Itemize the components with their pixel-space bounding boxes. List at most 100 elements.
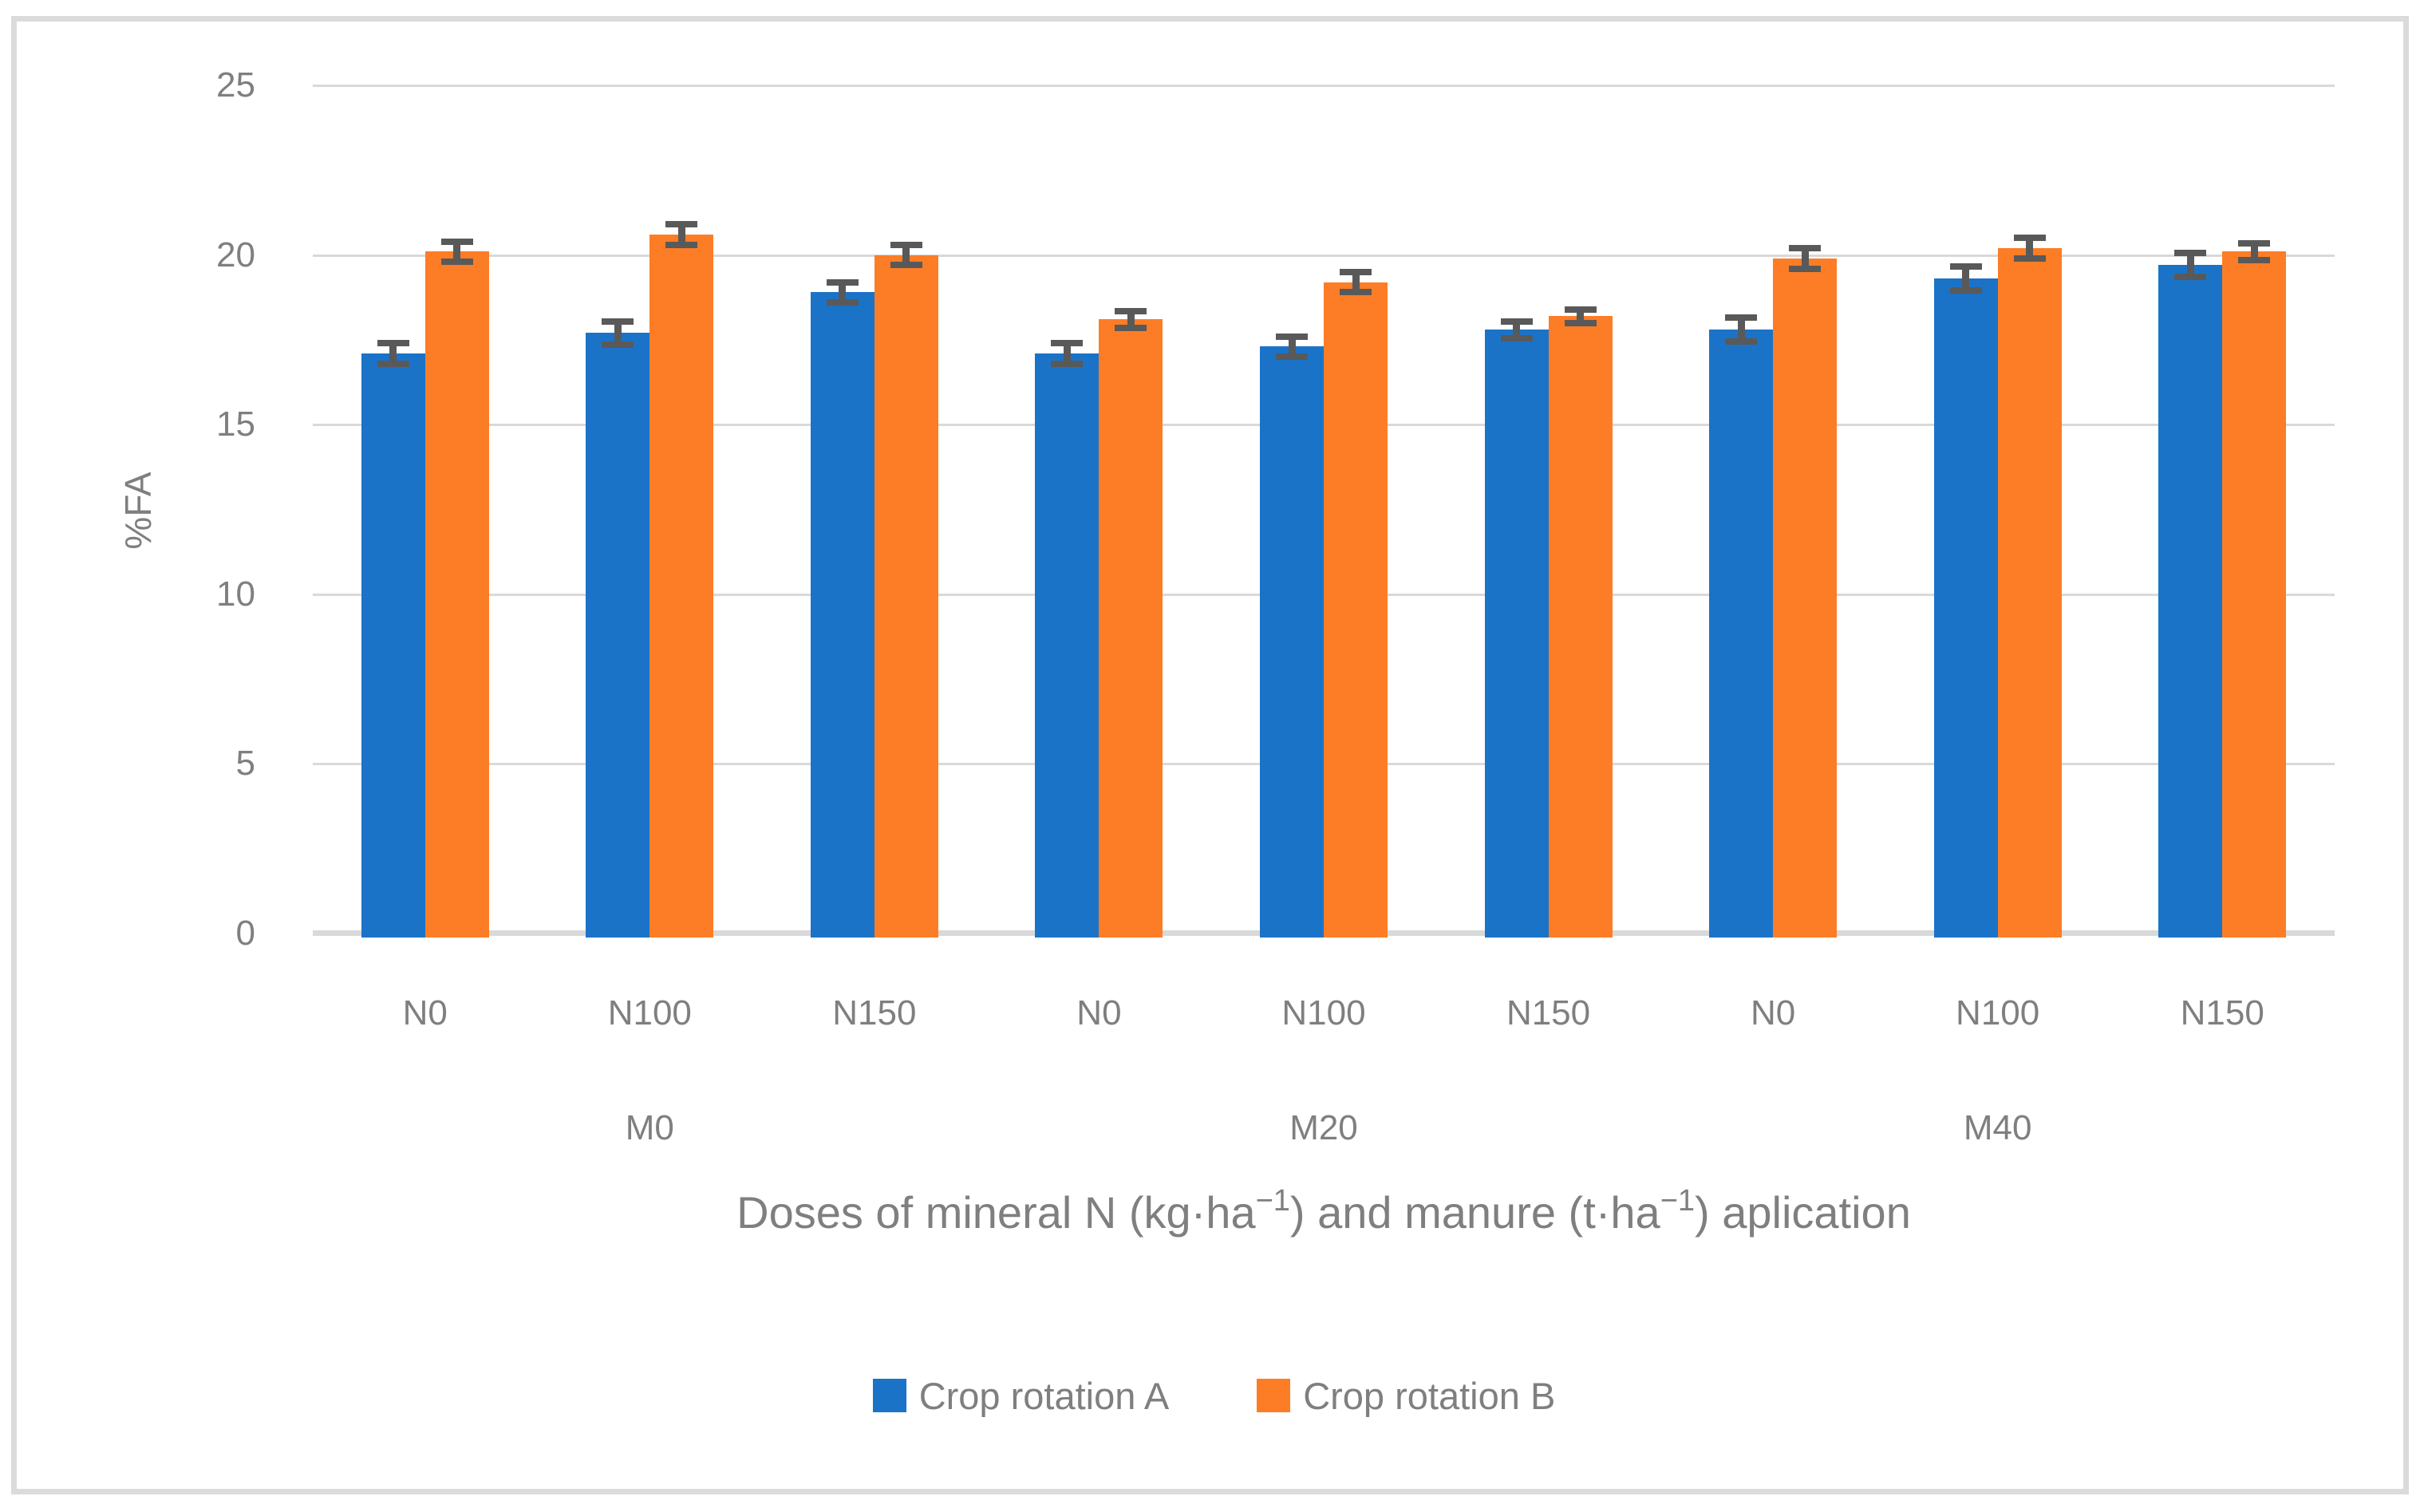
legend-item-crop-rotation-a: Crop rotation A [872,1374,1170,1417]
bar-crop-rotation-b-N150-8 [2222,251,2287,938]
error-bar-cap-top [1789,245,1822,252]
error-bar-cap-bottom [665,241,698,248]
y-tick-label: 15 [216,405,255,444]
error-bar-stem [902,244,910,266]
bar-crop-rotation-b-N0-3 [1099,319,1163,938]
error-bar-cap-top [1115,307,1147,314]
bar-crop-rotation-b-N100-4 [1324,282,1388,938]
error-bar-cap-bottom [1949,287,1982,294]
error-bar-cap-bottom [890,262,922,269]
legend-swatch-icon [872,1379,906,1412]
error-bar-stem [453,241,461,263]
y-tick-label: 25 [216,65,255,105]
error-bar-cap-bottom [1725,338,1758,345]
error-bar-stem [839,282,847,303]
y-tick-label: 5 [235,744,255,784]
error-bar-cap-top [890,241,922,248]
bar-crop-rotation-b-N100-7 [1997,248,2062,938]
y-tick-label: 10 [216,574,255,614]
x-group-label-M20: M20 [1289,1108,1358,1147]
error-bar-cap-bottom [377,360,409,367]
error-bar-stem [1063,343,1071,364]
bar-crop-rotation-a-N0-3 [1035,353,1100,938]
error-bar-cap-top [826,278,859,286]
error-bar-cap-bottom [2013,255,2046,262]
error-bar-cap-top [1564,306,1597,313]
error-bar-cap-bottom [1051,360,1084,367]
error-bar-cap-top [2013,235,2046,242]
error-bar-cap-bottom [2174,274,2207,281]
error-bar-cap-bottom [1276,353,1308,361]
legend: Crop rotation A Crop rotation B [0,1369,2428,1422]
error-bar-cap-bottom [1789,265,1822,272]
bar-crop-rotation-b-N0-0 [424,251,489,938]
error-bar-stem [1737,318,1745,341]
error-bar-cap-top [1725,314,1758,322]
bar-crop-rotation-a-N100-7 [1933,278,1998,938]
bar-crop-rotation-b-N150-2 [874,255,938,938]
error-bar-cap-top [2174,250,2207,257]
error-bar-cap-top [665,221,698,228]
x-tick-label-N100-7: N100 [1956,993,2040,1032]
error-bar-cap-top [377,340,409,347]
error-bar-stem [614,321,622,345]
error-bar-stem [1288,336,1296,357]
error-bar-stem [1801,248,1809,269]
x-group-label-M0: M0 [625,1108,674,1147]
error-bar-cap-top [1949,263,1982,270]
bar-crop-rotation-a-N150-5 [1484,330,1549,938]
x-tick-label-N0-6: N0 [1750,993,1796,1032]
error-bar-cap-bottom [1340,289,1372,296]
error-bar-cap-bottom [826,299,859,306]
error-bar-stem [2186,253,2194,278]
error-bar-cap-bottom [440,259,473,266]
error-bar-cap-top [2238,239,2271,247]
error-bar-stem [1962,266,1970,291]
x-tick-label-N100-1: N100 [607,993,692,1032]
error-bar-cap-bottom [1115,325,1147,332]
error-bar-cap-bottom [1500,334,1533,341]
error-bar-stem [2026,238,2034,259]
x-axis-title: Doses of mineral N (kg·ha−1) and manure … [313,1181,2335,1245]
error-bar-stem [1352,271,1360,293]
legend-label: Crop rotation B [1303,1374,1556,1417]
error-bar-cap-bottom [602,341,634,349]
superscript-exponent: −1 [1660,1184,1696,1218]
x-tick-label-N0-3: N0 [1076,993,1122,1032]
error-bar-cap-top [1276,333,1308,340]
error-bar-cap-top [1051,340,1084,347]
legend-swatch-icon [1257,1379,1291,1412]
error-bar-stem [1577,309,1585,323]
bar-crop-rotation-b-N100-1 [649,235,714,938]
error-bar-stem [389,343,397,364]
error-bar-stem [1513,321,1521,338]
bar-crop-rotation-a-N0-0 [361,353,425,938]
x-axis-title-text: Doses of mineral N (kg·ha [736,1187,1256,1238]
gridline-y-25 [313,85,2335,87]
bar-crop-rotation-b-N150-5 [1548,316,1613,938]
bar-crop-rotation-a-N100-1 [586,333,650,938]
y-tick-label: 0 [235,914,255,953]
error-bar-cap-top [440,238,473,245]
x-tick-label-N150-5: N150 [1506,993,1591,1032]
error-bar-stem [677,224,685,245]
bar-crop-rotation-a-N150-2 [810,292,874,938]
x-tick-label-N150-2: N150 [832,993,917,1032]
x-group-label-M40: M40 [1963,1108,2032,1147]
legend-label: Crop rotation A [918,1374,1170,1417]
legend-item-crop-rotation-b: Crop rotation B [1257,1377,1555,1415]
error-bar-stem [2250,243,2258,260]
bar-crop-rotation-b-N0-6 [1773,258,1838,938]
x-tick-label-N0-0: N0 [402,993,448,1032]
bar-crop-rotation-a-N100-4 [1260,346,1324,938]
error-bar-cap-top [602,318,634,325]
gridline-y-20 [313,254,2335,257]
x-tick-label-N150-8: N150 [2180,993,2264,1032]
error-bar-cap-top [1340,268,1372,275]
x-axis-title-text: ) aplication [1695,1187,1911,1238]
bar-crop-rotation-a-N0-6 [1709,330,1774,938]
error-bar-cap-bottom [2238,256,2271,263]
bar-crop-rotation-a-N150-8 [2158,265,2223,938]
error-bar-stem [1127,310,1135,328]
